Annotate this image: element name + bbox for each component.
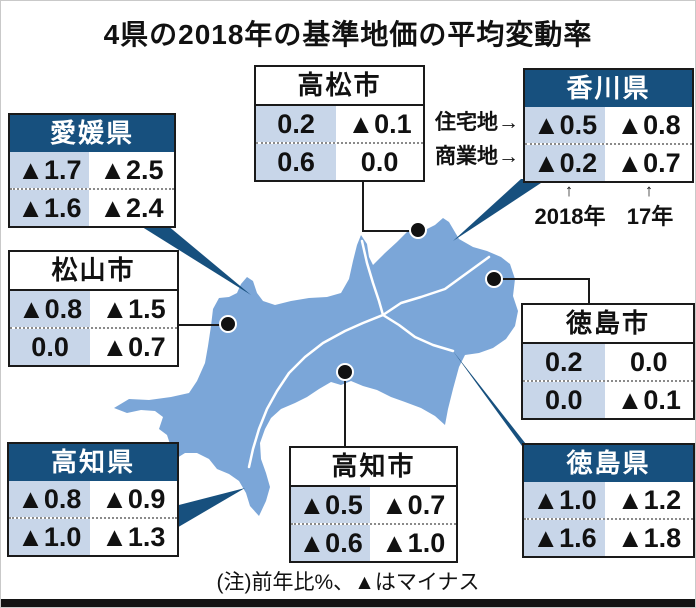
tokushima-leader-wedge bbox=[453, 351, 540, 462]
takamatsu-residential-2017: ▲0.1 bbox=[336, 106, 423, 142]
residential-row-label: 住宅地→ bbox=[435, 111, 519, 134]
matsuyama-data-box: 松山市 ▲0.8 ▲1.5 0.0 ▲0.7 bbox=[8, 250, 179, 367]
kochi-residential-2017: ▲0.9 bbox=[89, 481, 177, 517]
kagawa-commercial-2017: ▲0.7 bbox=[605, 145, 692, 181]
tokushima-commercial-2018: ▲1.6 bbox=[524, 520, 606, 556]
kochi-commercial-row: ▲1.0 ▲1.3 bbox=[9, 517, 177, 555]
takamatsu-commercial-2017: 0.0 bbox=[336, 144, 423, 180]
kagawa-residential-2017: ▲0.8 bbox=[605, 107, 692, 143]
city-markers bbox=[219, 221, 503, 381]
ehime-residential-2018: ▲1.7 bbox=[10, 152, 89, 188]
kochi-residential-row: ▲0.8 ▲0.9 bbox=[9, 481, 177, 517]
kagawa-commercial-2018: ▲0.2 bbox=[525, 145, 606, 181]
kagawa-leader-wedge bbox=[453, 179, 547, 241]
kagawa-commercial-row: ▲0.2 ▲0.7 bbox=[525, 143, 692, 181]
kochi-data-box: 高知県 ▲0.8 ▲0.9 ▲1.0 ▲1.3 bbox=[7, 442, 179, 557]
bottom-rule bbox=[1, 599, 695, 607]
tokushima-city-data-box: 徳島市 0.2 0.0 0.0 ▲0.1 bbox=[521, 303, 695, 420]
commercial-row-label: 商業地→ bbox=[435, 145, 519, 168]
kagawa-box-title: 香川県 bbox=[525, 70, 692, 107]
tokushima-residential-2018: ▲1.0 bbox=[524, 482, 606, 518]
matsuyama-residential-2018: ▲0.8 bbox=[10, 291, 91, 327]
matsuyama-residential-row: ▲0.8 ▲1.5 bbox=[10, 291, 177, 327]
city-leader-lines bbox=[175, 178, 590, 446]
matsuyama-residential-2017: ▲1.5 bbox=[90, 291, 177, 327]
takamatsu-box-title: 高松市 bbox=[256, 67, 423, 106]
tokushima-city-box-title: 徳島市 bbox=[523, 305, 693, 344]
tokushima-city-commercial-2018: 0.0 bbox=[523, 382, 605, 418]
tokushima-residential-2017: ▲1.2 bbox=[605, 482, 693, 518]
column-2018-arrow-icon: ↑ bbox=[564, 181, 574, 200]
ehime-commercial-2018: ▲1.6 bbox=[10, 190, 89, 226]
ehime-residential-row: ▲1.7 ▲2.5 bbox=[10, 152, 174, 188]
tokushima-city-marker bbox=[485, 270, 503, 288]
ehime-box-title: 愛媛県 bbox=[10, 115, 174, 152]
column-2017-arrow-icon: ↑ bbox=[644, 181, 654, 200]
tokushima-city-commercial-2017: ▲0.1 bbox=[604, 382, 693, 418]
takamatsu-residential-row: 0.2 ▲0.1 bbox=[256, 106, 423, 142]
kochi-residential-2018: ▲0.8 bbox=[9, 481, 90, 517]
ehime-leader-wedge bbox=[139, 225, 251, 295]
kochi-leader-wedge bbox=[175, 488, 245, 529]
takamatsu-commercial-row: 0.6 0.0 bbox=[256, 142, 423, 180]
kochi-commercial-2017: ▲1.3 bbox=[89, 519, 177, 555]
kochi-city-data-box: 高知市 ▲0.5 ▲0.7 ▲0.6 ▲1.0 bbox=[289, 446, 458, 563]
kochi-city-box-title: 高知市 bbox=[291, 448, 456, 487]
takamatsu-residential-2018: 0.2 bbox=[256, 106, 337, 142]
matsuyama-box-title: 松山市 bbox=[10, 252, 177, 291]
takamatsu-city-marker bbox=[409, 221, 427, 239]
ehime-residential-2017: ▲2.5 bbox=[88, 152, 174, 188]
kochi-city-marker bbox=[336, 363, 354, 381]
tokushima-residential-row: ▲1.0 ▲1.2 bbox=[524, 482, 693, 518]
prefecture-leader-wedges bbox=[139, 179, 547, 529]
column-2018-label: 2018年 bbox=[534, 204, 606, 229]
takamatsu-data-box: 高松市 0.2 ▲0.1 0.6 0.0 bbox=[254, 65, 425, 182]
matsuyama-commercial-2018: 0.0 bbox=[10, 329, 91, 365]
matsuyama-city-marker bbox=[219, 315, 237, 333]
kagawa-data-box: 香川県 ▲0.5 ▲0.8 ▲0.2 ▲0.7 bbox=[523, 68, 694, 183]
ehime-commercial-2017: ▲2.4 bbox=[88, 190, 174, 226]
kagawa-residential-2018: ▲0.5 bbox=[525, 107, 606, 143]
ehime-data-box: 愛媛県 ▲1.7 ▲2.5 ▲1.6 ▲2.4 bbox=[8, 113, 176, 228]
tokushima-data-box: 徳島県 ▲1.0 ▲1.2 ▲1.6 ▲1.8 bbox=[522, 443, 695, 558]
kochi-city-residential-2017: ▲0.7 bbox=[370, 487, 456, 523]
kochi-city-residential-row: ▲0.5 ▲0.7 bbox=[291, 487, 456, 523]
takamatsu-leader-line bbox=[362, 178, 410, 232]
kochi-city-commercial-2017: ▲1.0 bbox=[370, 525, 456, 561]
prefecture-borders bbox=[247, 239, 491, 469]
tokushima-city-residential-row: 0.2 0.0 bbox=[523, 344, 693, 380]
kochi-box-title: 高知県 bbox=[9, 444, 177, 481]
kagawa-residential-row: ▲0.5 ▲0.8 bbox=[525, 107, 692, 143]
kochi-city-commercial-2018: ▲0.6 bbox=[291, 525, 371, 561]
matsuyama-commercial-2017: ▲0.7 bbox=[90, 329, 177, 365]
takamatsu-commercial-2018: 0.6 bbox=[256, 144, 337, 180]
tokushima-city-residential-2017: 0.0 bbox=[604, 344, 693, 380]
tokushima-commercial-2017: ▲1.8 bbox=[605, 520, 693, 556]
tokushima-city-leader-line bbox=[502, 278, 590, 303]
ehime-commercial-row: ▲1.6 ▲2.4 bbox=[10, 188, 174, 226]
footnote: (注)前年比%、▲はマイナス bbox=[216, 571, 480, 594]
kochi-commercial-2018: ▲1.0 bbox=[9, 519, 90, 555]
column-2017-label: 17年 bbox=[626, 204, 674, 229]
tokushima-city-residential-2018: 0.2 bbox=[523, 344, 605, 380]
tokushima-commercial-row: ▲1.6 ▲1.8 bbox=[524, 518, 693, 556]
kochi-city-commercial-row: ▲0.6 ▲1.0 bbox=[291, 523, 456, 561]
kochi-city-residential-2018: ▲0.5 bbox=[291, 487, 371, 523]
tokushima-box-title: 徳島県 bbox=[524, 445, 693, 482]
matsuyama-commercial-row: 0.0 ▲0.7 bbox=[10, 327, 177, 365]
shikoku-island-shape bbox=[114, 218, 518, 516]
tokushima-city-commercial-row: 0.0 ▲0.1 bbox=[523, 380, 693, 418]
page-title: 4県の2018年の基準地価の平均変動率 bbox=[103, 19, 593, 50]
